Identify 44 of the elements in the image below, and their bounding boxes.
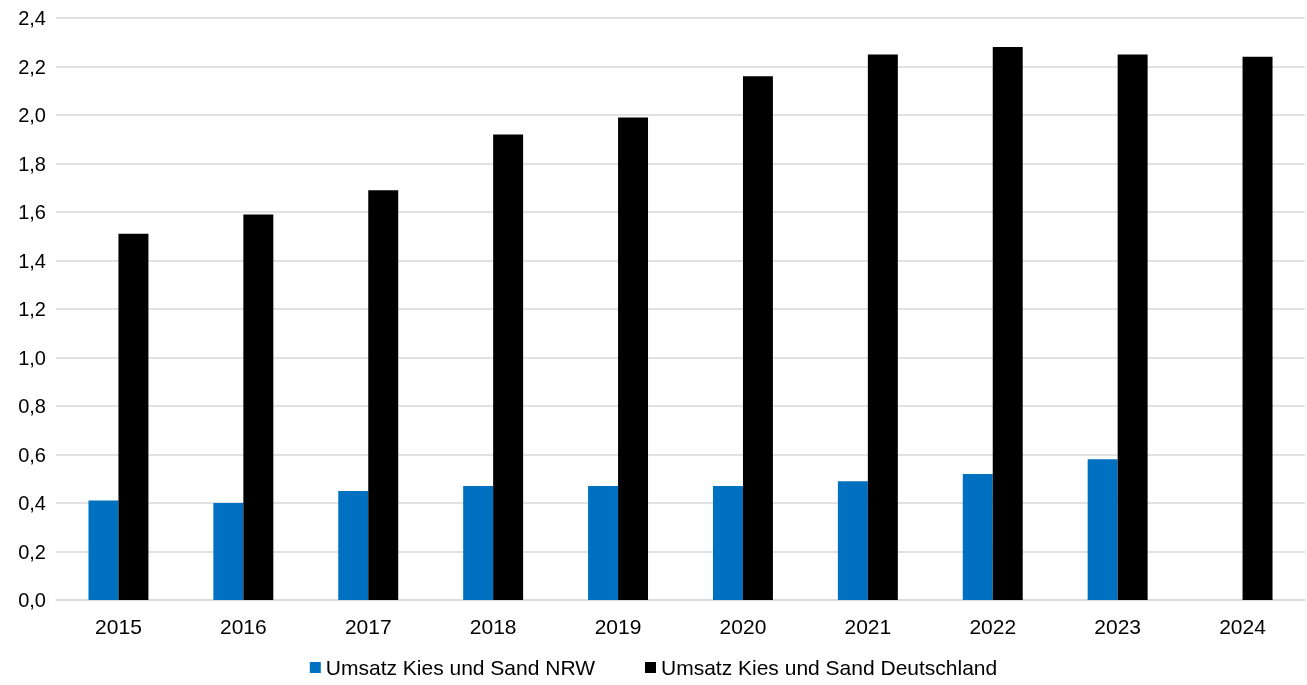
bar (962, 473, 993, 600)
x-tick-label: 2015 (95, 615, 142, 638)
x-tick-label: 2024 (1219, 615, 1267, 638)
y-tick-label: 0,8 (18, 395, 46, 417)
y-tick-label: 1,4 (18, 249, 46, 272)
x-tick-label: 2020 (719, 615, 767, 638)
bar (243, 214, 274, 600)
y-tick-label: 2,0 (18, 104, 46, 126)
bar (463, 486, 494, 600)
bar (368, 190, 399, 600)
bar (867, 54, 898, 600)
x-tick-label: 2017 (344, 615, 392, 638)
x-tick-label: 2016 (219, 615, 267, 638)
y-tick-label: 2,2 (18, 55, 46, 78)
legend-label: Umsatz Kies und Sand NRW (325, 656, 596, 679)
bar (213, 503, 244, 600)
bar (837, 481, 868, 600)
bar (1242, 56, 1273, 600)
bar (88, 500, 119, 600)
bar (1117, 54, 1148, 600)
bar (338, 490, 369, 600)
bar (493, 134, 524, 600)
x-tick-label: 2021 (844, 615, 892, 638)
bar (118, 233, 149, 600)
bar (712, 486, 743, 600)
y-tick-label: 1,8 (18, 152, 46, 175)
bar (618, 117, 649, 600)
x-tick-label: 2023 (1094, 615, 1142, 638)
bar (742, 76, 773, 600)
bar (1087, 459, 1118, 600)
bar (588, 486, 619, 600)
bar (992, 47, 1023, 600)
x-tick-label: 2019 (594, 615, 642, 638)
y-tick-label: 1,0 (18, 346, 46, 369)
y-tick-label: 0,6 (18, 443, 46, 466)
x-tick-label: 2022 (969, 615, 1017, 638)
y-tick-label: 0,2 (18, 540, 46, 563)
x-tick-label: 2018 (469, 615, 517, 638)
y-tick-label: 0,4 (18, 492, 46, 514)
y-tick-label: 0,0 (18, 589, 46, 611)
y-tick-label: 1,6 (18, 201, 46, 223)
legend-label: Umsatz Kies und Sand Deutschland (661, 656, 998, 679)
y-tick-label: 2,4 (18, 7, 46, 29)
y-tick-label: 1,2 (18, 298, 46, 320)
